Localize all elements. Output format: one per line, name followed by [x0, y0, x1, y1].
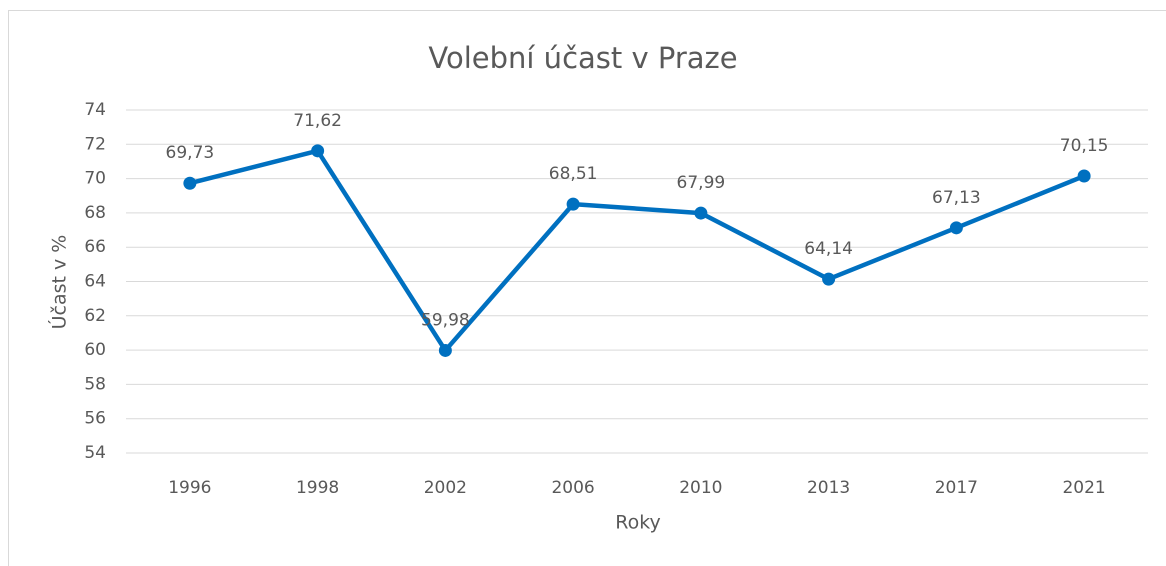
- data-label: 68,51: [549, 164, 598, 184]
- x-tick-label: 1998: [296, 478, 339, 498]
- y-axis-title: Účast v %: [47, 235, 71, 330]
- x-tick-label: 2010: [679, 478, 722, 498]
- data-label: 69,73: [166, 143, 215, 163]
- chart-border: [8, 10, 1166, 566]
- x-tick-label: 2013: [807, 478, 850, 498]
- marker: [1077, 169, 1091, 183]
- y-tick-label: 74: [84, 100, 106, 120]
- data-label: 59,98: [421, 310, 470, 330]
- y-tick-label: 70: [84, 169, 106, 189]
- data-label: 67,13: [932, 188, 981, 208]
- y-tick-label: 60: [84, 340, 106, 360]
- data-label: 70,15: [1060, 136, 1109, 156]
- y-tick-label: 62: [84, 306, 106, 326]
- marker: [822, 272, 836, 286]
- x-axis-title: Roky: [615, 512, 661, 534]
- x-tick-label: 2006: [551, 478, 594, 498]
- data-label: 71,62: [293, 111, 342, 131]
- y-tick-label: 72: [84, 134, 106, 154]
- y-tick-label: 68: [84, 203, 106, 223]
- marker: [183, 176, 197, 190]
- y-tick-label: 64: [84, 272, 106, 292]
- x-tick-label: 2002: [424, 478, 467, 498]
- x-tick-label: 2017: [935, 478, 978, 498]
- data-label: 67,99: [677, 173, 726, 193]
- x-tick-label: 2021: [1062, 478, 1105, 498]
- chart-title: Volební účast v Praze: [428, 41, 737, 75]
- line: [187, 148, 1087, 353]
- y-tick-label: 54: [84, 443, 106, 463]
- marker: [311, 144, 325, 158]
- y-tick-label: 56: [84, 409, 106, 429]
- y-tick-label: 58: [84, 374, 106, 394]
- marker: [949, 221, 963, 235]
- x-tick-label: 1996: [168, 478, 211, 498]
- marker: [438, 343, 452, 357]
- y-tick-label: 66: [84, 237, 106, 257]
- marker: [566, 197, 580, 211]
- data-label: 64,14: [804, 239, 853, 259]
- marker: [694, 206, 708, 220]
